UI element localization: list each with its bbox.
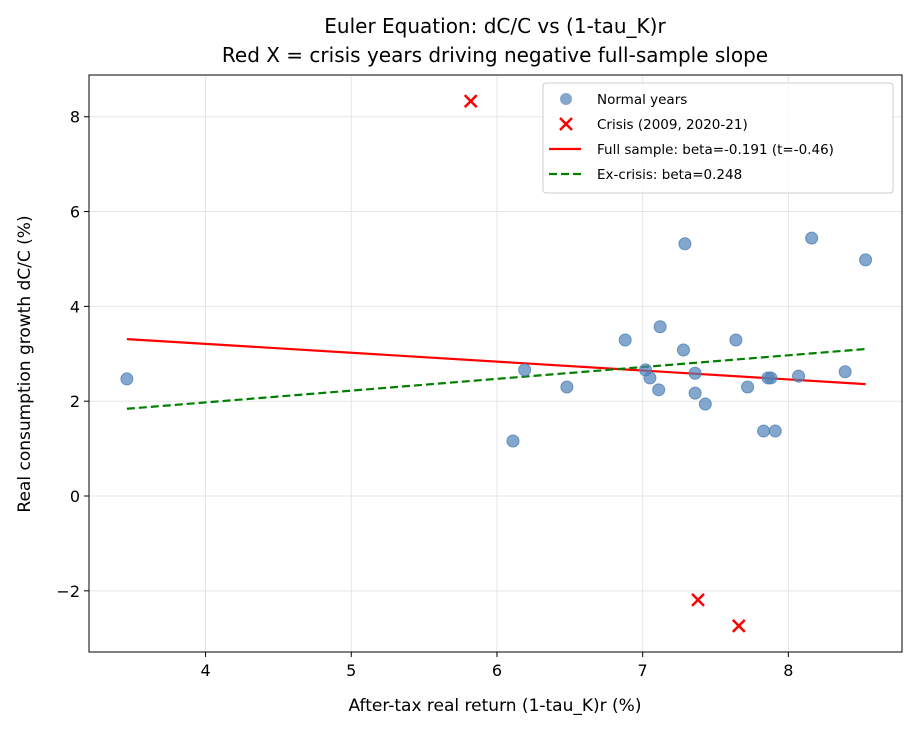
y-tick-label: 8: [70, 108, 80, 127]
y-tick-label: 4: [70, 297, 80, 316]
y-tick-label: −2: [56, 582, 80, 601]
plot-frame: [88, 74, 903, 653]
normal-year-point: [643, 371, 657, 385]
legend-box: [542, 82, 894, 194]
normal-year-point: [688, 366, 702, 380]
normal-year-point: [678, 237, 692, 251]
normal-year-point: [120, 372, 134, 386]
crisis-year-point: [463, 94, 478, 108]
normal-year-point: [792, 369, 806, 383]
normal-year-point: [506, 434, 520, 448]
crisis-year-point: [731, 619, 746, 633]
regression-lines: [126, 337, 866, 410]
normal-year-point: [757, 424, 771, 438]
normal-year-point: [741, 380, 755, 394]
crisis-year-point: [691, 592, 705, 607]
normal-year-point: [805, 231, 819, 245]
x-tick-label: 6: [492, 661, 502, 680]
ex-crisis-fit-line: [126, 347, 866, 410]
normal-year-point: [560, 380, 574, 394]
axis-ticks: 4 5 6 7 8 −2 0 2 4 6 8: [56, 108, 793, 680]
y-tick-label: 6: [70, 203, 80, 222]
x-tick-label: 8: [783, 661, 793, 680]
normal-year-point: [652, 383, 666, 397]
x-tick-label: 4: [200, 661, 210, 680]
normal-year-point: [698, 397, 712, 411]
legend-label: Ex-crisis: beta=0.248: [597, 167, 742, 183]
legend-x-swatch: [559, 117, 573, 131]
data-points: [120, 94, 873, 633]
chart-subtitle: Red X = crisis years driving negative fu…: [222, 43, 768, 67]
normal-year-point: [618, 333, 632, 347]
y-tick-label: 2: [70, 392, 80, 411]
normal-year-point: [688, 386, 702, 400]
normal-year-point: [729, 333, 743, 347]
y-axis-label: Real consumption growth dC/C (%): [15, 215, 35, 512]
full-sample-fit-line: [126, 337, 866, 386]
normal-year-point: [859, 253, 873, 267]
normal-year-point: [838, 365, 852, 379]
x-tick-label: 5: [346, 661, 356, 680]
x-axis-label: After-tax real return (1-tau_K)r (%): [349, 696, 642, 716]
chart-title: Euler Equation: dC/C vs (1-tau_K)r: [324, 14, 666, 38]
normal-year-point: [676, 343, 690, 357]
legend-label: Crisis (2009, 2020-21): [597, 117, 748, 133]
legend: Normal years Crisis (2009, 2020-21) Full s…: [542, 82, 894, 194]
normal-year-point: [653, 320, 667, 334]
legend-label: Normal years: [597, 92, 687, 108]
legend-circle-swatch: [560, 93, 572, 105]
normal-year-point: [518, 363, 532, 377]
y-tick-label: 0: [70, 487, 80, 506]
grid: [89, 75, 902, 652]
normal-year-point: [768, 424, 782, 438]
x-tick-label: 7: [638, 661, 648, 680]
legend-label: Full sample: beta=-0.191 (t=-0.46): [597, 142, 834, 158]
normal-year-point: [764, 371, 778, 385]
